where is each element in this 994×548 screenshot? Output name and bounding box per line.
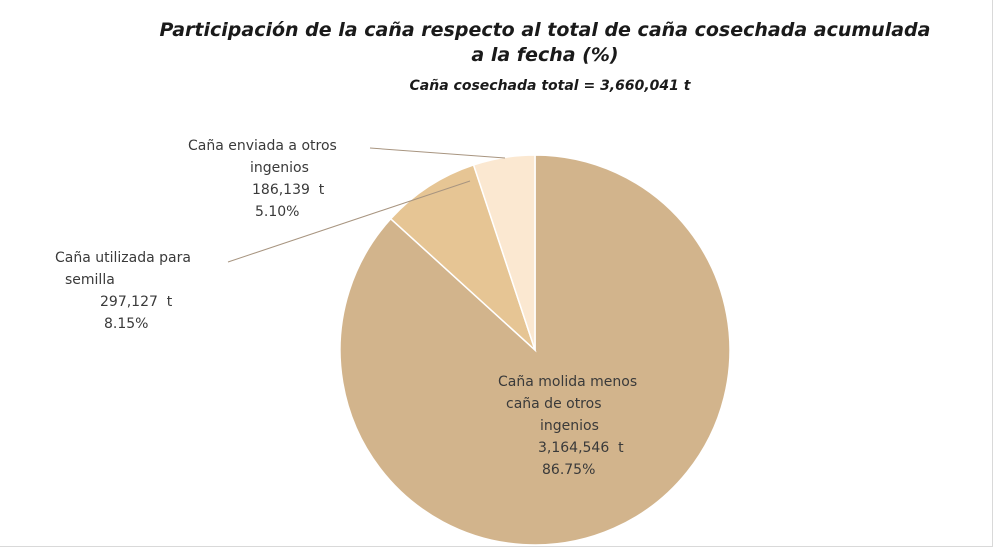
leader-lines [227,147,506,263]
slice-label-1-line-1: semilla [65,272,115,288]
slice-label-0-line-1: caña de otros [506,396,602,412]
slice-label-0-line-2: ingenios [540,418,599,434]
slice-label-2-line-0: Caña enviada a otros [188,138,337,154]
chart-title-line-1: Participación de la caña respecto al tot… [159,19,931,41]
pie-slices [339,154,731,546]
pie-slice-1 [389,163,537,353]
leader-line-2 [369,147,506,159]
leader-line-1 [227,180,471,263]
slice-percent-0: 86.75% [542,462,595,478]
chart-title-line-2: a la fecha (%) [471,44,619,66]
slice-value-1: 297,127 t [100,294,173,310]
slice-percent-2: 5.10% [255,204,299,220]
slice-value-0: 3,164,546 t [538,440,624,456]
slice-percent-1: 8.15% [104,316,148,332]
slice-value-2: 186,139 t [252,182,325,198]
slice-label-1-line-0: Caña utilizada para [55,250,191,266]
slice-labels: Caña molida menos caña de otros ingenios 3,… [55,138,637,478]
slice-label-2-line-1: ingenios [250,160,309,176]
slice-label-0-line-0: Caña molida menos [498,374,637,390]
chart-subtitle: Caña cosechada total = 3,660,041 t [409,78,691,94]
